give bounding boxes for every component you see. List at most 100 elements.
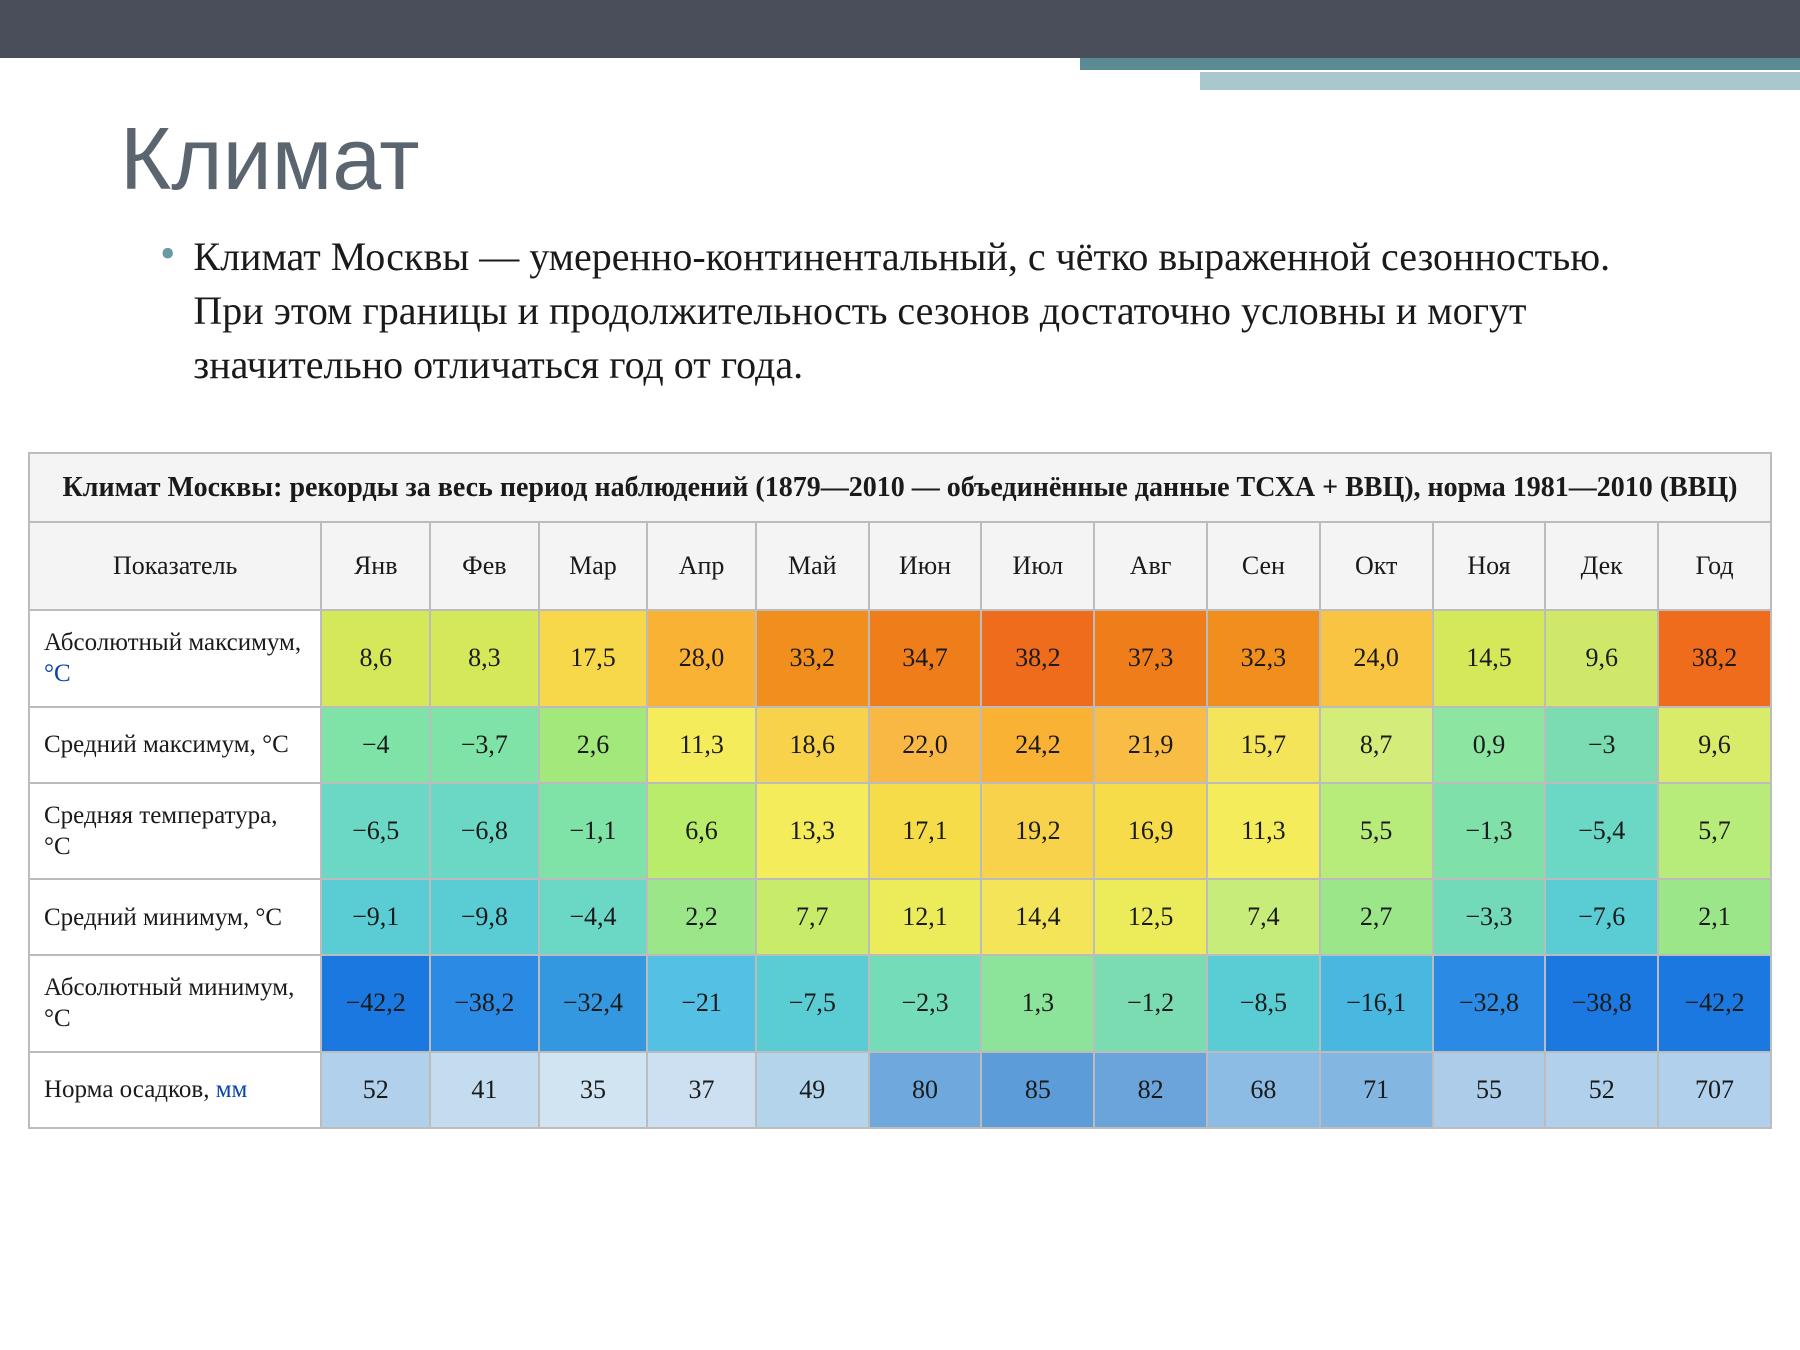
row-label: Средняя температура, °C: [29, 783, 321, 880]
accent-stripe-light: [1200, 72, 1800, 90]
data-cell: 80: [869, 1052, 982, 1128]
data-cell: 7,4: [1207, 879, 1320, 955]
data-cell: −4,4: [539, 879, 648, 955]
col-header-month: Год: [1658, 522, 1771, 610]
data-cell: 37: [647, 1052, 756, 1128]
col-header-month: Май: [756, 522, 869, 610]
row-label: Средний минимум, °C: [29, 879, 321, 955]
data-cell: 6,6: [647, 783, 756, 880]
data-cell: 12,1: [869, 879, 982, 955]
col-header-month: Мар: [539, 522, 648, 610]
data-cell: 55: [1433, 1052, 1546, 1128]
data-cell: −42,2: [321, 955, 430, 1052]
table-caption: Климат Москвы: рекорды за весь период на…: [29, 453, 1771, 522]
data-cell: 9,6: [1545, 610, 1658, 707]
data-cell: −38,2: [430, 955, 539, 1052]
col-header-month: Июл: [981, 522, 1094, 610]
data-cell: 15,7: [1207, 707, 1320, 783]
data-cell: −5,4: [1545, 783, 1658, 880]
data-cell: 82: [1094, 1052, 1207, 1128]
data-cell: 2,7: [1320, 879, 1433, 955]
table-row: Средняя температура, °C−6,5−6,8−1,16,613…: [29, 783, 1771, 880]
table-row: Норма осадков, мм52413537498085826871555…: [29, 1052, 1771, 1128]
col-header-month: Сен: [1207, 522, 1320, 610]
data-cell: −32,4: [539, 955, 648, 1052]
data-cell: 71: [1320, 1052, 1433, 1128]
data-cell: 24,2: [981, 707, 1094, 783]
data-cell: 14,5: [1433, 610, 1546, 707]
data-cell: 35: [539, 1052, 648, 1128]
col-header-month: Дек: [1545, 522, 1658, 610]
col-header-month: Окт: [1320, 522, 1433, 610]
data-cell: 2,1: [1658, 879, 1771, 955]
table-row: Абсолютный максимум, °C8,68,317,528,033,…: [29, 610, 1771, 707]
data-cell: 11,3: [1207, 783, 1320, 880]
data-cell: 13,3: [756, 783, 869, 880]
slide-title: Климат: [120, 108, 1680, 210]
row-label: Норма осадков, мм: [29, 1052, 321, 1128]
data-cell: 9,6: [1658, 707, 1771, 783]
data-cell: 38,2: [1658, 610, 1771, 707]
data-cell: −3: [1545, 707, 1658, 783]
data-cell: 1,3: [981, 955, 1094, 1052]
col-header-month: Авг: [1094, 522, 1207, 610]
data-cell: 37,3: [1094, 610, 1207, 707]
data-cell: 2,2: [647, 879, 756, 955]
data-cell: 17,1: [869, 783, 982, 880]
data-cell: −8,5: [1207, 955, 1320, 1052]
data-cell: 19,2: [981, 783, 1094, 880]
data-cell: 0,9: [1433, 707, 1546, 783]
data-cell: −42,2: [1658, 955, 1771, 1052]
col-header-month: Апр: [647, 522, 756, 610]
table-row: Абсолютный минимум, °C−42,2−38,2−32,4−21…: [29, 955, 1771, 1052]
accent-stripe-dark: [1080, 58, 1800, 70]
col-header-indicator: Показатель: [29, 522, 321, 610]
data-cell: 18,6: [756, 707, 869, 783]
data-cell: 5,5: [1320, 783, 1433, 880]
climate-table-wrap: Климат Москвы: рекорды за весь период на…: [0, 452, 1800, 1129]
data-cell: −9,1: [321, 879, 430, 955]
table-header-row: ПоказательЯнвФевМарАпрМайИюнИюлАвгСенОкт…: [29, 522, 1771, 610]
data-cell: −2,3: [869, 955, 982, 1052]
data-cell: −21: [647, 955, 756, 1052]
data-cell: −6,8: [430, 783, 539, 880]
data-cell: −1,1: [539, 783, 648, 880]
col-header-month: Янв: [321, 522, 430, 610]
row-label: Абсолютный минимум, °C: [29, 955, 321, 1052]
data-cell: 2,6: [539, 707, 648, 783]
data-cell: 12,5: [1094, 879, 1207, 955]
row-label: Абсолютный максимум, °C: [29, 610, 321, 707]
data-cell: −9,8: [430, 879, 539, 955]
col-header-month: Июн: [869, 522, 982, 610]
data-cell: 52: [1545, 1052, 1658, 1128]
data-cell: −4: [321, 707, 430, 783]
data-cell: −7,6: [1545, 879, 1658, 955]
data-cell: 17,5: [539, 610, 648, 707]
data-cell: −3,7: [430, 707, 539, 783]
data-cell: −6,5: [321, 783, 430, 880]
top-bar: [0, 0, 1800, 58]
data-cell: 32,3: [1207, 610, 1320, 707]
data-cell: −3,3: [1433, 879, 1546, 955]
data-cell: 41: [430, 1052, 539, 1128]
table-body: Абсолютный максимум, °C8,68,317,528,033,…: [29, 610, 1771, 1128]
slide-content: Климат • Климат Москвы — умеренно-контин…: [0, 88, 1800, 392]
data-cell: 14,4: [981, 879, 1094, 955]
data-cell: −1,2: [1094, 955, 1207, 1052]
data-cell: −16,1: [1320, 955, 1433, 1052]
data-cell: 85: [981, 1052, 1094, 1128]
data-cell: 34,7: [869, 610, 982, 707]
table-row: Средний максимум, °C−4−3,72,611,318,622,…: [29, 707, 1771, 783]
data-cell: −1,3: [1433, 783, 1546, 880]
accent-bar: [0, 58, 1800, 88]
data-cell: 68: [1207, 1052, 1320, 1128]
data-cell: 11,3: [647, 707, 756, 783]
data-cell: 52: [321, 1052, 430, 1128]
data-cell: 5,7: [1658, 783, 1771, 880]
bullet-block: • Климат Москвы — умеренно-континентальн…: [160, 230, 1680, 392]
data-cell: −7,5: [756, 955, 869, 1052]
data-cell: 21,9: [1094, 707, 1207, 783]
data-cell: 28,0: [647, 610, 756, 707]
col-header-month: Фев: [430, 522, 539, 610]
climate-table: Климат Москвы: рекорды за весь период на…: [28, 452, 1772, 1129]
